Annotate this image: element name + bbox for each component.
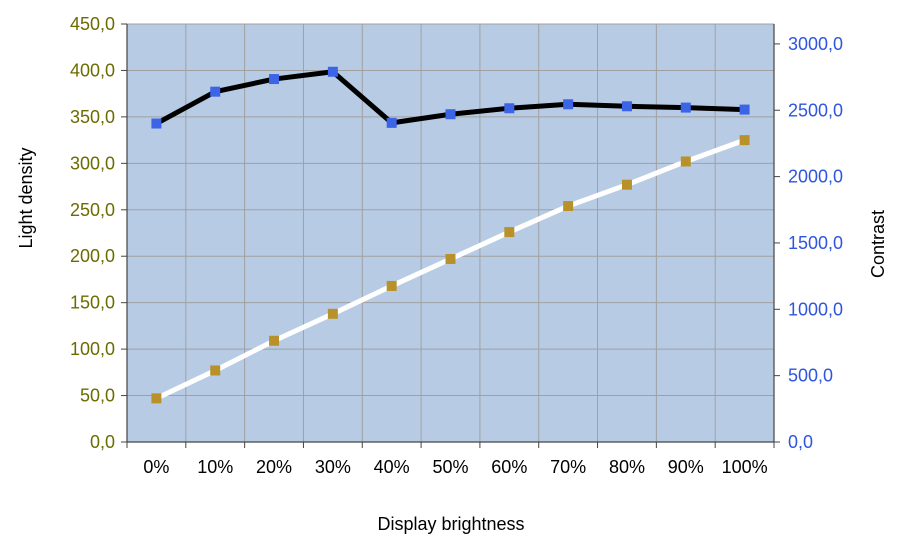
y-tick-label-right: 500,0	[788, 366, 833, 386]
series-1-point	[269, 74, 280, 85]
axes	[121, 23, 780, 448]
y-axis-title-right: Contrast	[868, 210, 888, 278]
x-tick-label: 100%	[722, 457, 768, 477]
y-tick-label-right: 1000,0	[788, 299, 843, 319]
y-tick-label-left: 200,0	[70, 246, 115, 266]
y-tick-label-right: 0,0	[788, 432, 813, 452]
x-tick-label: 60%	[491, 457, 527, 477]
series-2-point	[739, 135, 750, 146]
x-tick-label: 20%	[256, 457, 292, 477]
y-tick-label-right: 1500,0	[788, 233, 843, 253]
series-2-point	[151, 393, 162, 404]
y-tick-label-left: 350,0	[70, 107, 115, 127]
y-tick-label-right: 2000,0	[788, 167, 843, 187]
x-tick-label: 40%	[374, 457, 410, 477]
series-1-point	[504, 103, 515, 114]
series-1-point	[445, 109, 456, 120]
series-2-point	[386, 280, 397, 291]
x-axis-title: Display brightness	[377, 514, 524, 534]
grid-lines	[127, 23, 774, 442]
y-tick-label-left: 0,0	[90, 432, 115, 452]
x-tick-label: 0%	[143, 457, 169, 477]
series-1-point	[739, 104, 750, 115]
y-tick-label-left: 150,0	[70, 293, 115, 313]
series-1-point	[563, 99, 574, 110]
series-2-point	[563, 201, 574, 212]
series-1-point	[327, 66, 338, 77]
tick-labels: 0,0 50,0 100,0 150,0 200,0 250,0 300,0 350,0 400…	[70, 14, 843, 477]
y-tick-label-left: 250,0	[70, 200, 115, 220]
series	[151, 66, 750, 404]
series-2-point	[210, 365, 221, 376]
series-1-point	[680, 102, 691, 113]
y-tick-label-left: 300,0	[70, 153, 115, 173]
series-2-point	[445, 254, 456, 265]
y-tick-label-right: 2500,0	[788, 100, 843, 120]
y-tick-label-right: 3000,0	[788, 34, 843, 54]
y-tick-label-left: 450,0	[70, 14, 115, 34]
series-1-point	[151, 118, 162, 129]
series-2-point	[269, 335, 280, 346]
series-2-point	[504, 227, 515, 238]
x-tick-label: 10%	[197, 457, 233, 477]
x-tick-label: 70%	[550, 457, 586, 477]
series-2-point	[680, 156, 691, 167]
y-tick-label-left: 50,0	[80, 386, 115, 406]
x-tick-label: 90%	[668, 457, 704, 477]
x-tick-label: 50%	[432, 457, 468, 477]
series-1-point	[621, 101, 632, 112]
x-tick-label: 80%	[609, 457, 645, 477]
series-2-point	[621, 179, 632, 190]
y-axis-title-left: Light density	[16, 147, 36, 248]
y-tick-label-left: 400,0	[70, 60, 115, 80]
y-tick-label-left: 100,0	[70, 339, 115, 359]
series-2-point	[327, 308, 338, 319]
series-1-point	[210, 86, 221, 97]
x-tick-label: 30%	[315, 457, 351, 477]
series-1-point	[386, 117, 397, 128]
plot-area	[127, 24, 774, 442]
